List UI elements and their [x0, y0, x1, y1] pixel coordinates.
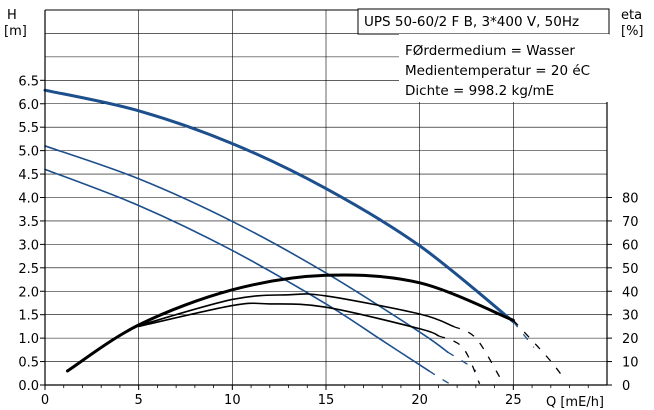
head-curve-extension-3 [428, 370, 456, 386]
y-right-tick-label: 40 [622, 285, 639, 300]
head-curve-extension-1 [512, 321, 535, 348]
efficiency-curve-extension-6 [438, 335, 481, 385]
y-left-tick-label: 5.5 [18, 121, 39, 136]
x-axis-label: Q [mE/h] [546, 395, 604, 410]
info-line-medium: FØrdermedium = Wasser [405, 43, 575, 59]
y-left-label-unit: [m] [4, 24, 27, 39]
head-curve-1 [43, 88, 515, 324]
x-tick-label: 10 [224, 393, 241, 408]
x-tick-label: 0 [41, 393, 49, 408]
info-line-temperature: Medientemperatur = 20 éC [405, 63, 590, 79]
y-left-tick-label: 0.0 [18, 379, 39, 394]
y-right-tick-label: 10 [622, 356, 639, 371]
y-left-tick-label: 4.5 [18, 168, 39, 183]
y-right-tick-label: 80 [622, 192, 639, 207]
efficiency-curve-5 [137, 293, 455, 328]
y-right-tick-label: 70 [622, 215, 639, 230]
y-right-label-unit: [%] [621, 24, 644, 39]
x-tick-label: 5 [135, 393, 143, 408]
y-left-tick-label: 1.0 [18, 332, 39, 347]
y-left-tick-label: 3.5 [18, 215, 39, 230]
y-right-label-symbol: eta [621, 8, 642, 23]
y-right-tick-label: 60 [622, 238, 639, 253]
y-left-tick-label: 2.0 [18, 285, 39, 300]
y-left-tick-label: 6.0 [18, 98, 39, 113]
curves [43, 88, 563, 386]
y-right-tick-label: 0 [622, 379, 630, 394]
y-right-tick-label: 50 [622, 262, 639, 277]
efficiency-curve-4 [65, 273, 515, 373]
y-left-tick-label: 4.0 [18, 192, 39, 207]
head-curve-extension-2 [447, 351, 477, 372]
y-left-tick-label: 5.0 [18, 145, 39, 160]
y-left-tick-label: 0.5 [18, 356, 39, 371]
x-tick-label: 20 [411, 393, 428, 408]
efficiency-curve-6 [137, 302, 440, 337]
y-left-tick-label: 1.5 [18, 309, 39, 324]
y-left-tick-label: 6.5 [18, 74, 39, 89]
x-tick-label: 15 [318, 393, 335, 408]
y-right-tick-label: 20 [622, 332, 639, 347]
x-tick-label: 25 [505, 393, 522, 408]
y-right-tick-label: 30 [622, 309, 639, 324]
info-line-density: Dichte = 998.2 kg/mE [405, 83, 554, 99]
title-box [357, 8, 610, 35]
efficiency-curve-extension-4 [512, 319, 563, 377]
tick-labels: 0 5 10 15 20 25 0.0 0.5 1.0 1.5 2.0 2.5 3.0 3.5 4.0 4.5… [18, 74, 638, 408]
head-curve-3 [44, 168, 430, 372]
head-curve-2 [44, 145, 449, 353]
efficiency-curve-extension-5 [453, 325, 501, 379]
info-box [399, 34, 609, 102]
y-left-label-symbol: H [7, 8, 17, 23]
y-left-tick-label: 2.5 [18, 262, 39, 277]
y-left-tick-label: 3.0 [18, 238, 39, 253]
chart-title: UPS 50-60/2 F B, 3*400 V, 50Hz [364, 14, 579, 30]
